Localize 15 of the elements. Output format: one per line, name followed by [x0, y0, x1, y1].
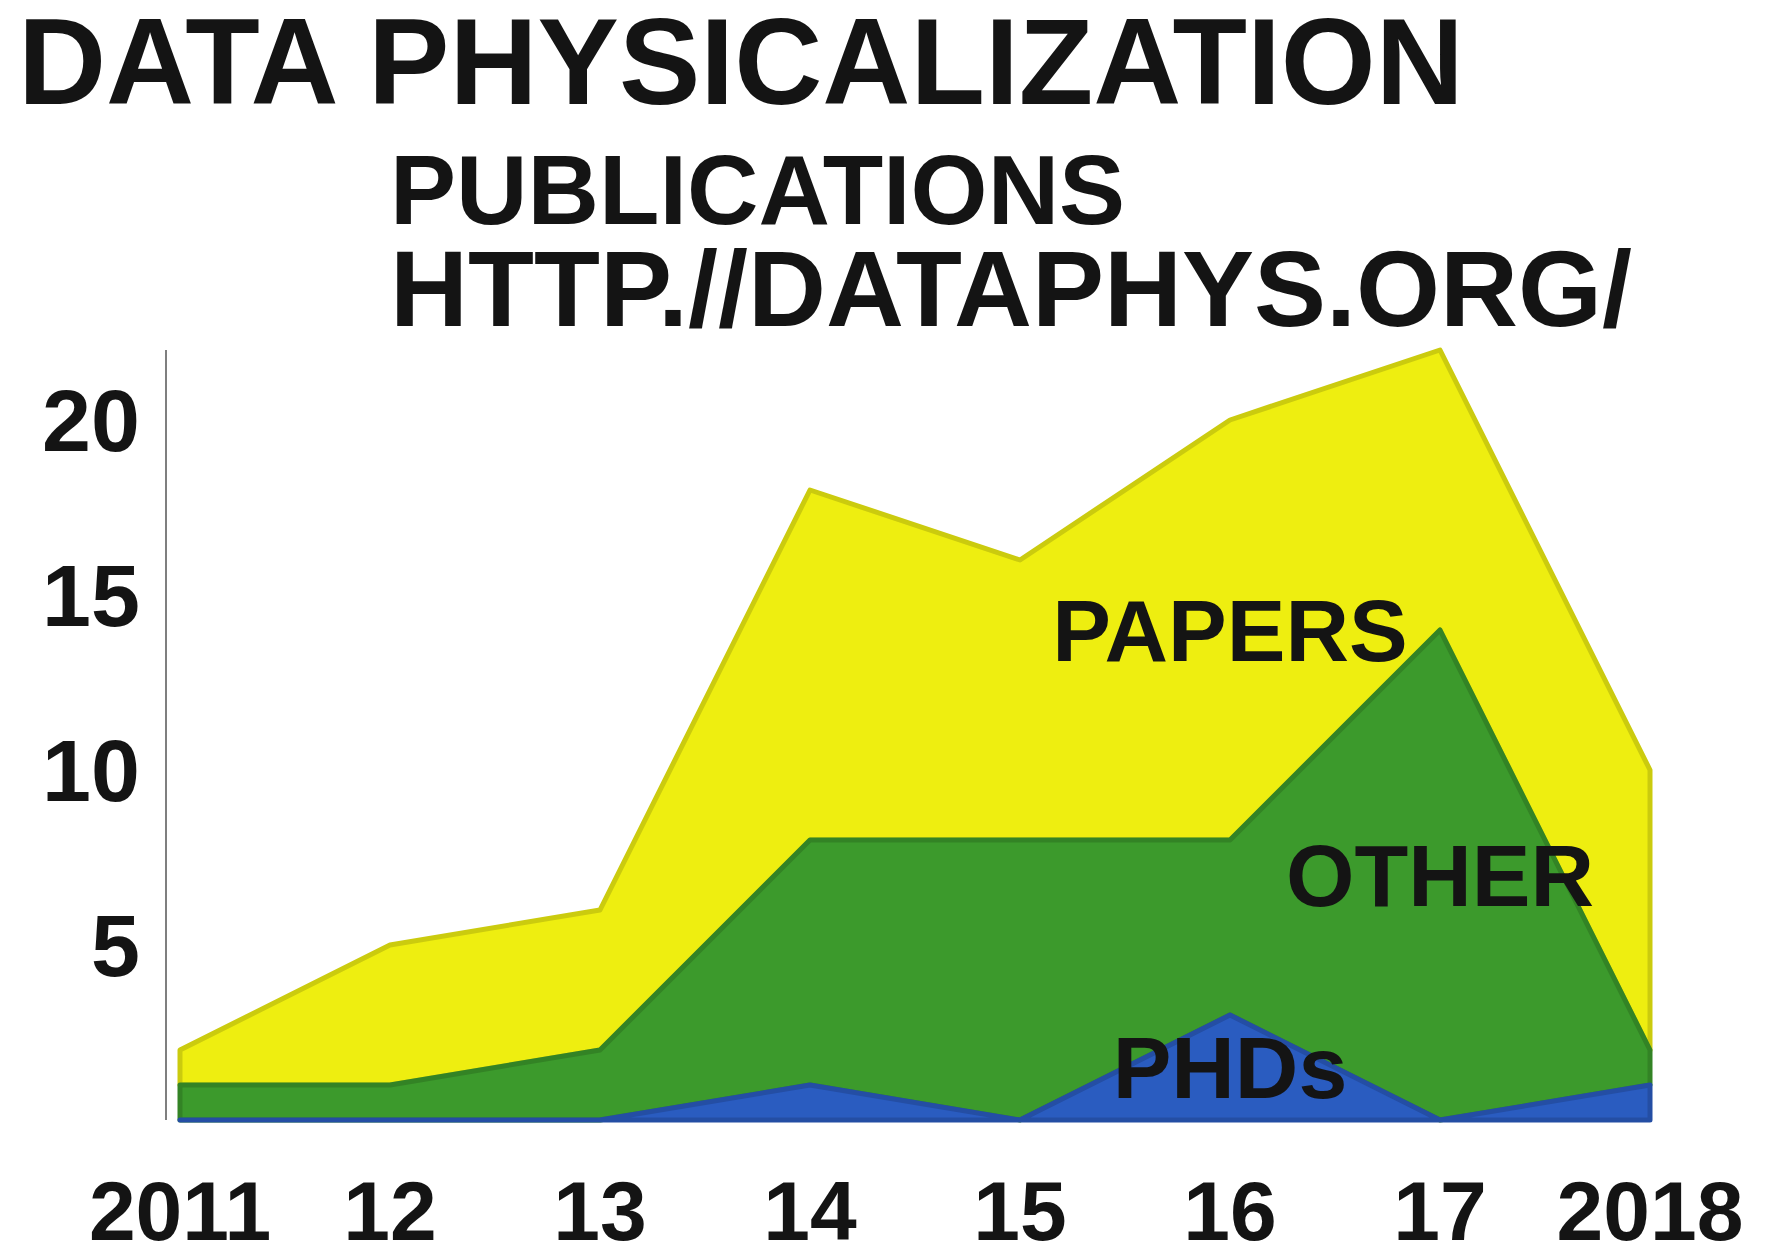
y-tick-label: 5: [91, 895, 140, 995]
y-tick-label: 20: [42, 370, 140, 470]
x-tick-label: 14: [763, 1164, 857, 1254]
x-tick-label: 16: [1183, 1164, 1277, 1254]
y-tick-label: 10: [42, 720, 140, 820]
x-tick-label: 17: [1393, 1164, 1487, 1254]
x-tick-label: 12: [343, 1164, 437, 1254]
x-tick-label: 2011: [88, 1164, 272, 1254]
y-tick-label: 15: [42, 545, 140, 645]
series-label: PAPERS: [1052, 580, 1408, 680]
x-tick-label: 2018: [1556, 1164, 1744, 1254]
x-tick-label: 13: [553, 1164, 647, 1254]
series-label: PHDs: [1112, 1018, 1348, 1117]
chart-title: DATA PHYSICALIZATION: [18, 0, 1464, 130]
x-tick-label: 15: [973, 1164, 1067, 1254]
